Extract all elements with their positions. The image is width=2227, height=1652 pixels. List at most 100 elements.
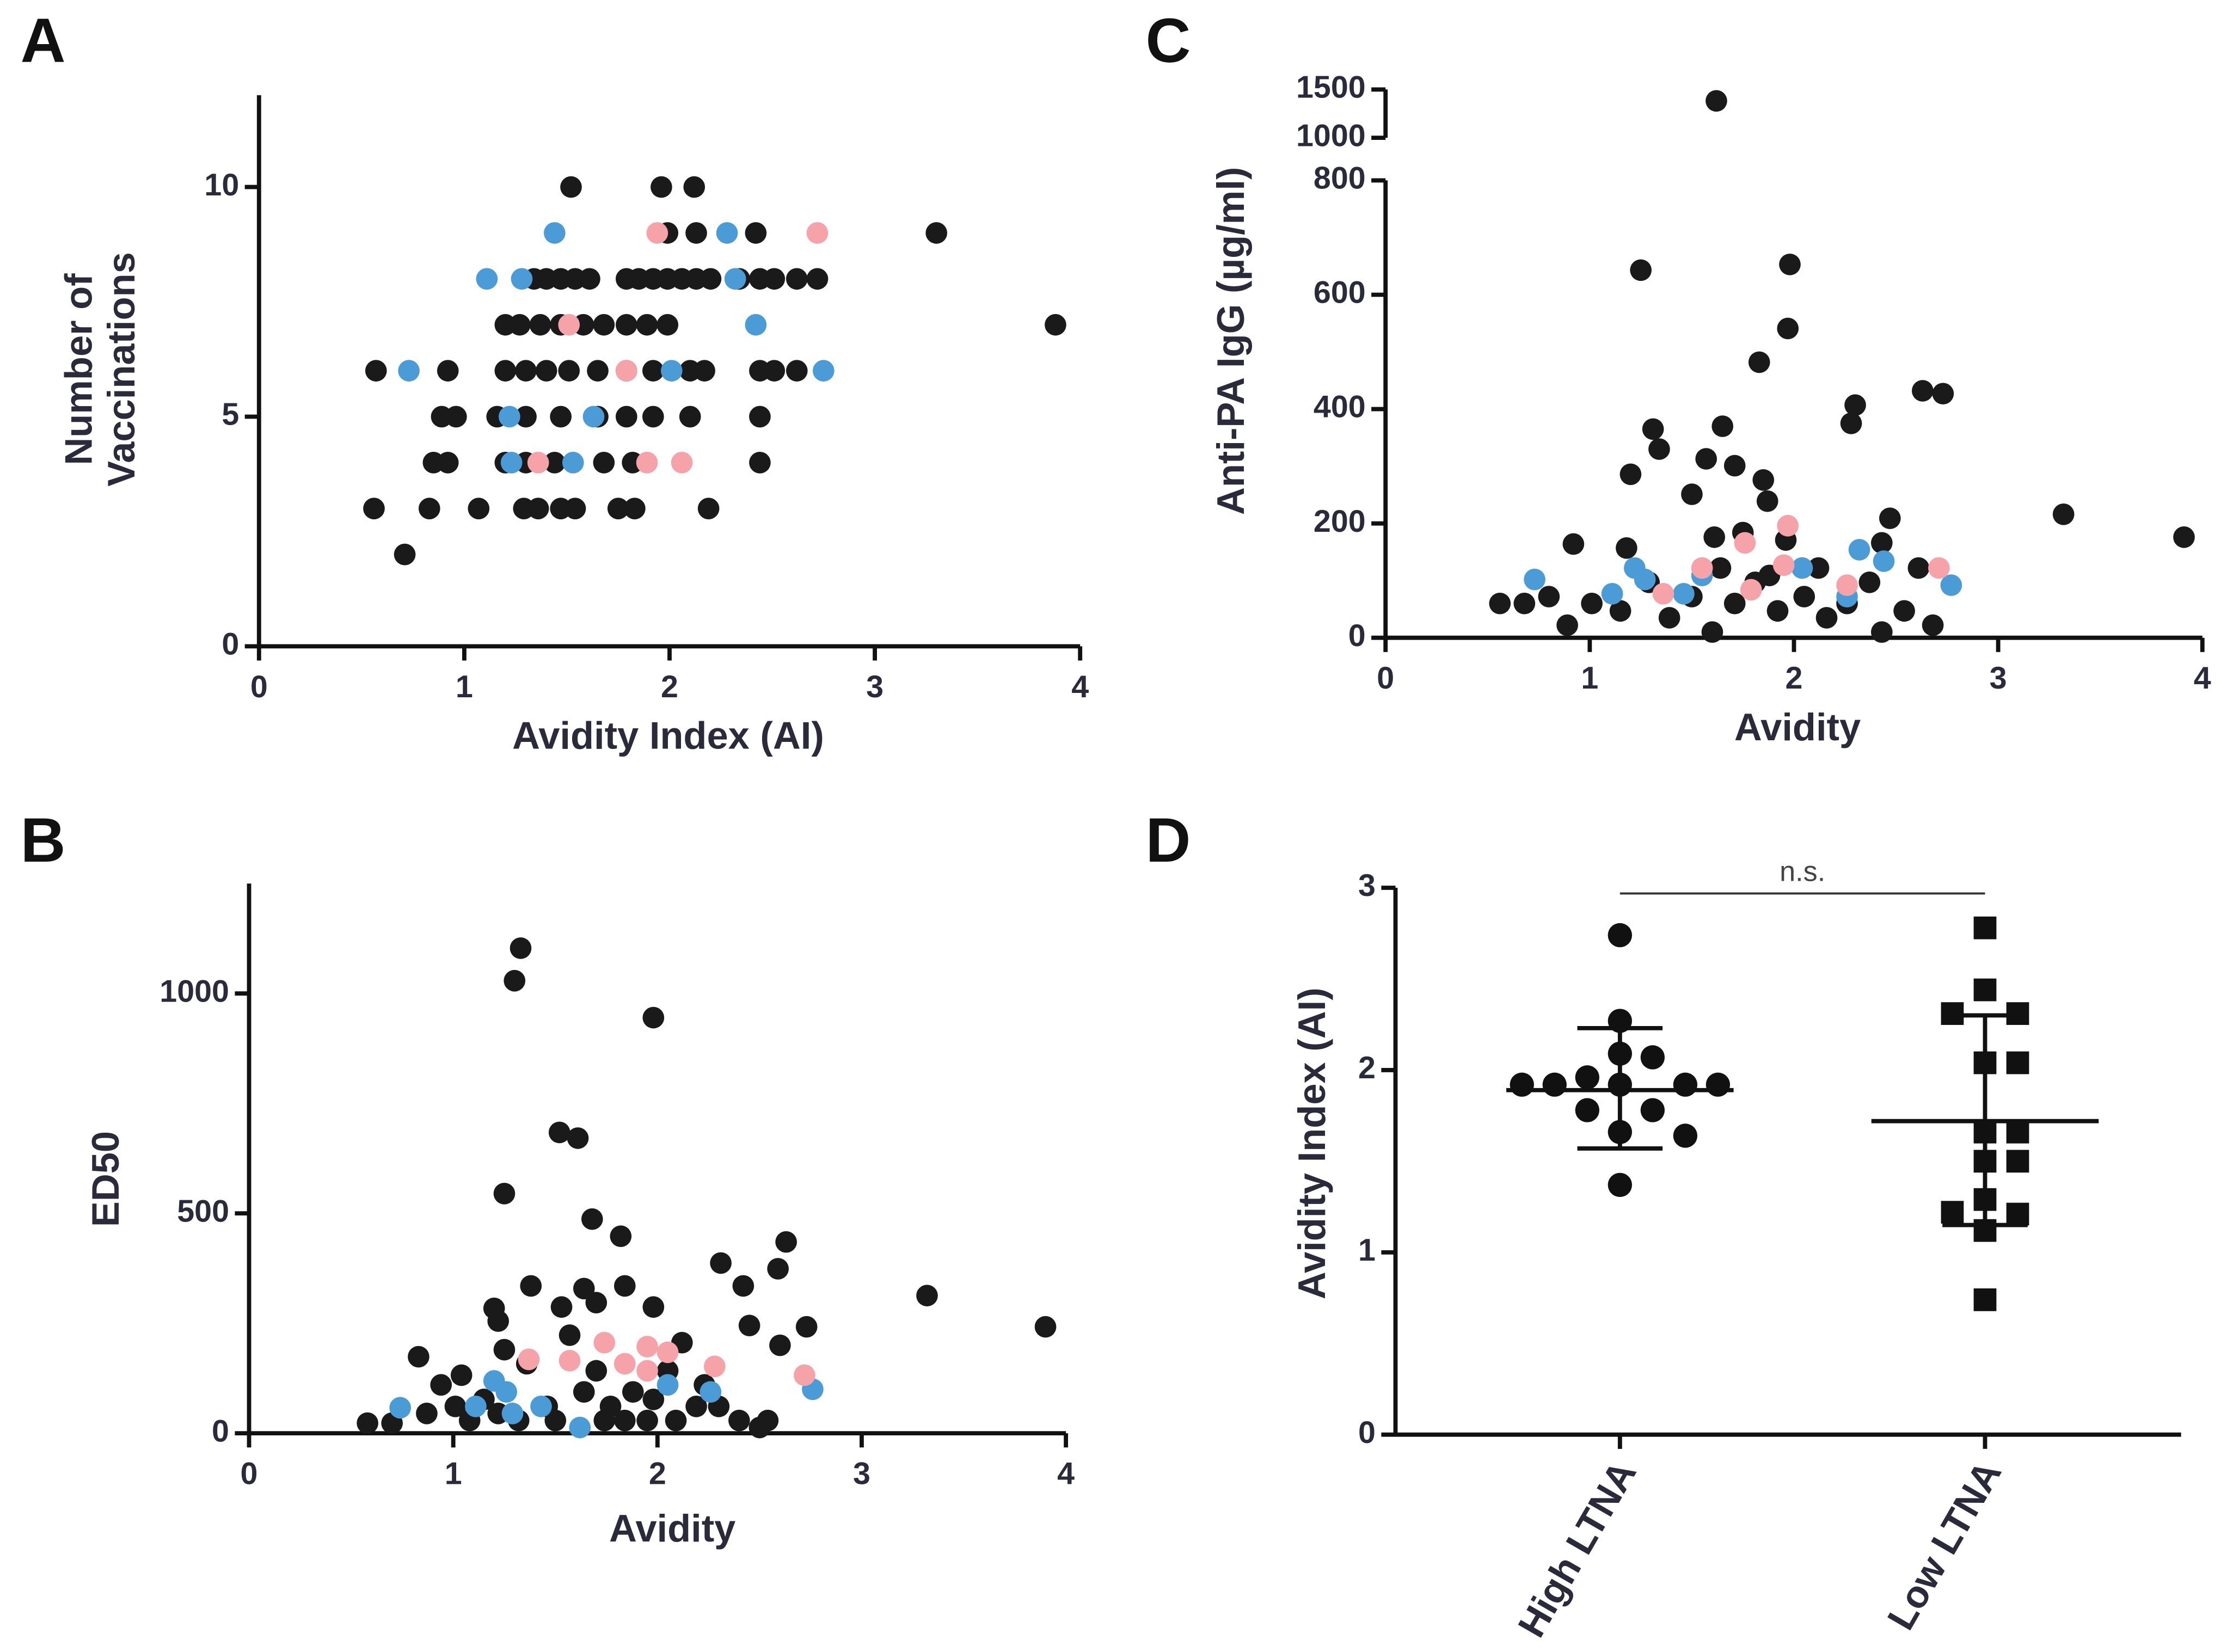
data-point (1695, 448, 1717, 470)
y-tick-label: 1000 (159, 974, 229, 1009)
data-point (535, 360, 557, 382)
data-point (1793, 586, 1815, 607)
x-tick-label: 4 (1057, 1457, 1075, 1491)
data-point (671, 452, 693, 474)
data-point (493, 1182, 516, 1205)
data-point (657, 314, 679, 336)
data-point (610, 1225, 632, 1247)
data-point (2006, 1120, 2029, 1144)
data-point (806, 222, 829, 244)
data-point (1673, 1072, 1698, 1097)
data-point (614, 1409, 636, 1432)
data-point (1922, 614, 1944, 636)
data-point (543, 452, 566, 474)
data-point (495, 1381, 518, 1403)
data-point (518, 1348, 540, 1371)
data-point (501, 1402, 524, 1424)
data-point (1642, 418, 1664, 440)
data-point (651, 176, 672, 198)
data-point (560, 176, 582, 198)
data-point (504, 969, 526, 992)
annotation: n.s. (1780, 856, 1825, 888)
data-point (1907, 557, 1930, 579)
y-tick-label: 0 (1348, 618, 1366, 653)
data-point (544, 1409, 567, 1432)
data-point (685, 222, 707, 244)
data-point (1640, 1098, 1665, 1122)
data-point (1703, 526, 1726, 548)
data-point (607, 498, 629, 520)
data-point (476, 268, 498, 290)
data-point (1648, 438, 1670, 460)
data-point (430, 1374, 452, 1396)
data-point (567, 1127, 589, 1149)
data-point (767, 1258, 789, 1280)
data-point (636, 1336, 658, 1358)
y-axis-label-line: Avidity Index (AI) (1290, 987, 1333, 1299)
data-point (769, 1334, 791, 1356)
data-point (624, 498, 646, 520)
data-point (1870, 621, 1893, 643)
data-point (1973, 978, 1997, 1002)
data-point (806, 268, 829, 290)
x-tick-label: 0 (250, 670, 268, 704)
data-point (1932, 383, 1954, 405)
data-point (558, 360, 580, 382)
x-tick-label: High LTNA (1510, 1453, 1645, 1644)
x-tick-label: Low LTNA (1879, 1453, 2009, 1637)
data-point (2006, 1202, 2029, 1226)
data-point (1045, 314, 1066, 336)
data-point (694, 360, 715, 382)
data-point (1701, 621, 1723, 643)
data-point (738, 1315, 760, 1337)
data-point (1748, 351, 1770, 373)
data-point (1542, 1072, 1567, 1097)
data-point (642, 360, 664, 382)
panel-letter: A (21, 6, 66, 76)
data-point (1691, 557, 1713, 579)
y-axis-label-line: ED50 (84, 1131, 127, 1227)
data-point (732, 1275, 754, 1297)
data-point (1616, 537, 1637, 559)
x-tick-label: 2 (1786, 661, 1803, 696)
data-point (642, 406, 664, 428)
data-point (559, 1349, 581, 1372)
x-tick-label: 3 (866, 670, 884, 704)
y-tick-label: 0 (212, 1414, 229, 1448)
data-point (615, 360, 637, 382)
data-point (1734, 532, 1756, 554)
data-point (614, 1275, 636, 1297)
data-point (1912, 380, 1934, 402)
data-point (493, 1338, 516, 1361)
data-point (1973, 1288, 1997, 1311)
data-point (587, 360, 609, 382)
data-point (593, 314, 615, 336)
data-point (527, 498, 549, 520)
data-point (636, 452, 658, 474)
y-axis-label-line: Number of (57, 273, 100, 465)
data-point (2006, 1150, 2029, 1173)
data-point (465, 1395, 487, 1417)
y-tick-label: 3 (1358, 868, 1376, 903)
data-point (724, 268, 746, 290)
x-tick-label: 0 (1377, 661, 1394, 696)
data-point (389, 1397, 411, 1419)
y-tick-label: 1 (1358, 1233, 1376, 1268)
data-point (2052, 503, 2075, 525)
data-point (1756, 490, 1778, 512)
data-point (763, 268, 786, 290)
y-tick-label: 1000 (1296, 118, 1366, 153)
data-point (1619, 463, 1642, 486)
data-point (1640, 1045, 1665, 1070)
data-point (1575, 1065, 1599, 1090)
data-point (511, 268, 533, 290)
x-tick-label: 0 (241, 1457, 258, 1491)
data-point (1489, 592, 1511, 615)
data-point (510, 937, 532, 959)
data-point (657, 1374, 679, 1396)
data-point (1709, 557, 1732, 579)
data-point (593, 1331, 616, 1354)
y-tick-label: 10 (204, 168, 239, 202)
data-point (615, 406, 637, 428)
data-point (1538, 586, 1560, 607)
